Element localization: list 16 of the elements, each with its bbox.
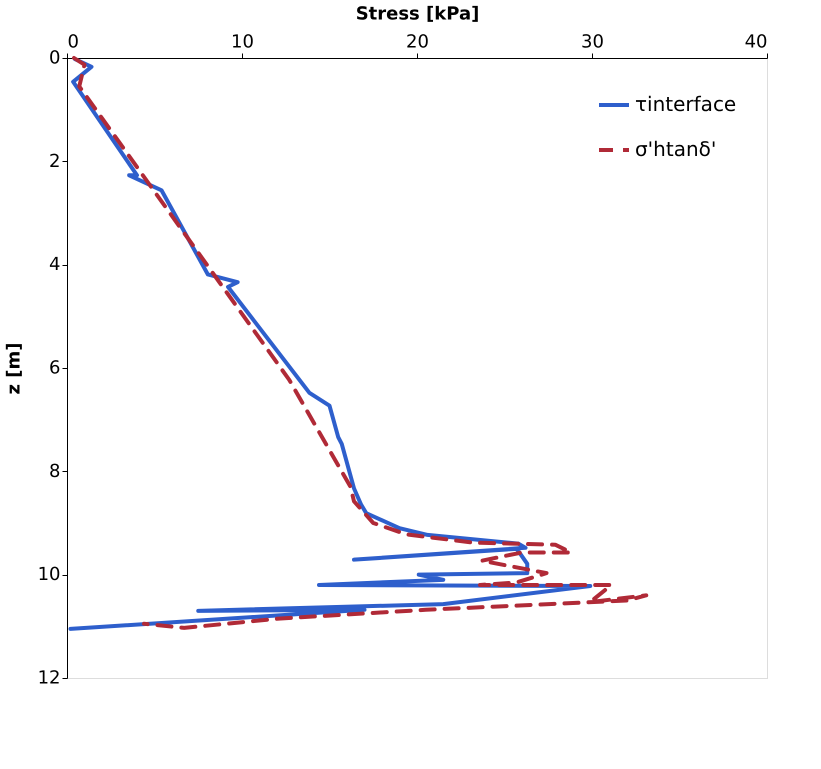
y-tick-label: 12: [38, 668, 60, 688]
legend-label: σ'htanδ': [635, 137, 716, 161]
y-tick-label: 2: [49, 150, 60, 172]
y-tick-label: 6: [49, 358, 60, 378]
x-tick-label: 30: [581, 32, 604, 52]
y-tick-label: 4: [49, 254, 60, 276]
y-tick-label: 10: [38, 564, 60, 586]
y-axis-title: z [m]: [4, 342, 25, 394]
x-tick-label: 0: [68, 32, 79, 52]
legend-label: τinterface: [635, 92, 736, 116]
x-axis-title: Stress [kPa]: [356, 4, 480, 24]
y-tick-label: 0: [49, 48, 60, 68]
y-tick-label: 8: [49, 460, 60, 482]
x-tick-label: 20: [406, 32, 429, 52]
x-tick-label: 10: [231, 32, 254, 52]
x-tick-label: 40: [744, 32, 768, 52]
